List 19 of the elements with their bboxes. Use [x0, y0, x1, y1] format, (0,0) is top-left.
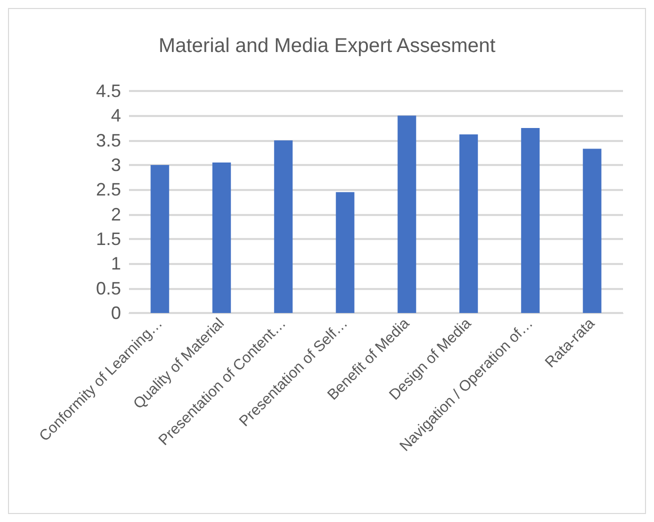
y-tick-label: 4.5: [96, 81, 121, 101]
bar: [212, 162, 231, 313]
y-tick-label: 3: [110, 155, 121, 175]
y-tick-label: 2: [110, 204, 121, 224]
bar: [521, 128, 540, 313]
bar: [582, 148, 602, 313]
bar: [150, 165, 170, 313]
y-tick-label: 0: [110, 303, 121, 323]
chart-title: Material and Media Expert Assesment: [158, 35, 496, 57]
y-tick-label: 1: [110, 254, 121, 274]
bar: [336, 192, 354, 313]
bar: [398, 116, 416, 313]
y-tick-label: 1.5: [96, 229, 121, 249]
y-tick-label: 2.5: [96, 180, 121, 200]
bar: [459, 134, 478, 313]
y-tick-label: 3.5: [96, 130, 121, 150]
y-tick-label: 0.5: [96, 278, 121, 298]
y-tick-label: 4: [110, 106, 121, 126]
bar: [274, 140, 293, 313]
